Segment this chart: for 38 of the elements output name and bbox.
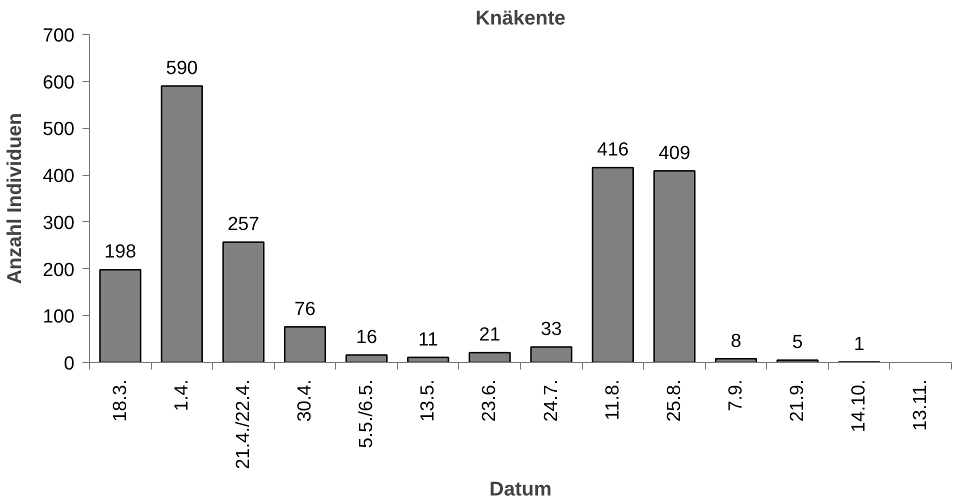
data-label: 416 (597, 140, 629, 161)
data-label: 21 (479, 324, 500, 346)
data-label: 1 (854, 334, 864, 356)
y-tick-label: 600 (42, 72, 74, 94)
data-label: 590 (166, 58, 198, 80)
y-tick-label: 400 (42, 166, 74, 188)
x-tick-label: 14.10. (848, 379, 870, 432)
y-tick-label: 700 (42, 26, 74, 46)
x-tick-label: 21.4./22.4. (232, 380, 254, 470)
chart-title: Knäkente (475, 8, 566, 30)
x-tick-label: 30.4. (294, 379, 316, 422)
x-tick-label: 21.9. (787, 379, 808, 422)
x-tick-label: 13.5. (418, 379, 439, 422)
y-axis-title: Anzahl Individuen (4, 112, 26, 284)
data-label: 16 (356, 327, 378, 348)
data-label: 76 (294, 298, 316, 320)
x-tick-label: 11.8. (602, 379, 624, 420)
y-tick-label: 300 (42, 212, 74, 234)
data-label: 33 (540, 319, 562, 340)
x-tick-label: 23.6. (479, 379, 500, 422)
x-tick-label: 1.4. (171, 379, 192, 412)
data-label: 8 (730, 330, 742, 352)
data-label: 5 (792, 332, 803, 354)
data-label: 257 (228, 214, 260, 236)
x-tick-label: 7.9. (726, 379, 746, 412)
data-label: 409 (658, 142, 690, 164)
x-tick-label: 24.7. (540, 379, 562, 422)
x-tick-label: 13.11. (910, 379, 932, 431)
y-tick-label: 500 (42, 119, 74, 140)
y-tick-label: 200 (42, 260, 74, 281)
x-axis-title: Datum (489, 478, 552, 500)
data-label: 11 (418, 329, 438, 350)
y-tick-label: 100 (42, 306, 74, 328)
x-tick-label: 25.8. (664, 379, 685, 422)
x-tick-label: 5.5./6.5. (356, 379, 378, 448)
x-tick-label: 18.3. (110, 379, 131, 422)
data-label: 198 (104, 242, 136, 263)
y-tick-label: 0 (64, 354, 75, 374)
